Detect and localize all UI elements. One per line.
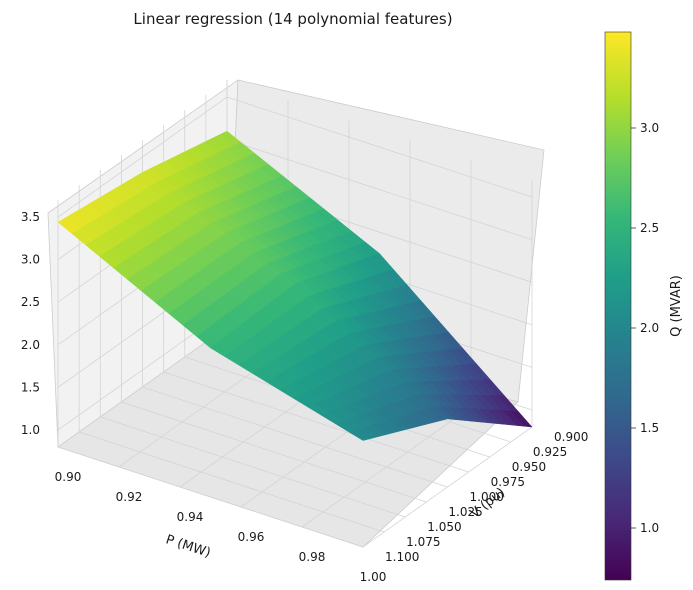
colorbar-tick-label: 3.0 — [640, 121, 659, 135]
y-tick-label: 0.975 — [491, 475, 525, 489]
x-tick-label: 0.92 — [116, 490, 143, 504]
z-tick-label: 3.5 — [21, 210, 40, 224]
regression-surface — [57, 130, 533, 441]
x-tick-label: 0.94 — [177, 510, 204, 524]
colorbar-label: Q (MVAR) — [669, 275, 684, 337]
x-axis-ticks: 0.90 0.92 0.94 0.96 0.98 1.00 — [55, 470, 387, 584]
grid-line-v — [57, 200, 364, 548]
y-tick-label: 0.900 — [554, 430, 588, 444]
chart-title: Linear regression (14 polynomial feature… — [133, 10, 452, 28]
surface-patch — [509, 410, 533, 428]
z-tick-label: 1.5 — [21, 380, 40, 394]
y-tick-label: 1.025 — [448, 505, 482, 519]
y-tick-label: 0.925 — [533, 445, 567, 459]
z-axis-ticks: 1.0 1.5 2.0 2.5 3.0 3.5 — [21, 210, 40, 437]
y-tick-label: 0.950 — [512, 460, 546, 474]
x-tick-label: 0.90 — [55, 470, 82, 484]
colorbar-tick-label: 2.0 — [640, 321, 659, 335]
y-tick-label: 1.100 — [385, 550, 419, 564]
colorbar-gradient — [604, 31, 632, 581]
z-tick-label: 2.5 — [21, 295, 40, 309]
y-tick-label: 1.075 — [406, 535, 440, 549]
y-tick-label: 1.000 — [470, 490, 504, 504]
y-axis-ticks: 0.9000.9250.9500.9751.0001.0251.0501.075… — [385, 430, 588, 564]
y-tick-label: 1.050 — [427, 520, 461, 534]
x-axis-label: P (MW) — [164, 532, 213, 561]
colorbar-tick-label: 1.0 — [640, 521, 659, 535]
x-tick-label: 1.00 — [360, 570, 387, 584]
grid-line-v — [78, 185, 385, 533]
x-tick-label: 0.98 — [299, 550, 326, 564]
colorbar-tick-label: 1.5 — [640, 421, 659, 435]
z-tick-label: 1.0 — [21, 423, 40, 437]
z-tick-label: 2.0 — [21, 338, 40, 352]
x-tick-label: 0.96 — [238, 530, 265, 544]
colorbar-tick-label: 2.5 — [640, 221, 659, 235]
colorbar: 1.0 1.5 2.0 2.5 3.0 Q (MVAR) — [604, 31, 684, 581]
colorbar-ticks: 1.0 1.5 2.0 2.5 3.0 — [631, 121, 659, 535]
z-tick-label: 3.0 — [21, 253, 40, 267]
grid-line-q — [57, 96, 533, 218]
